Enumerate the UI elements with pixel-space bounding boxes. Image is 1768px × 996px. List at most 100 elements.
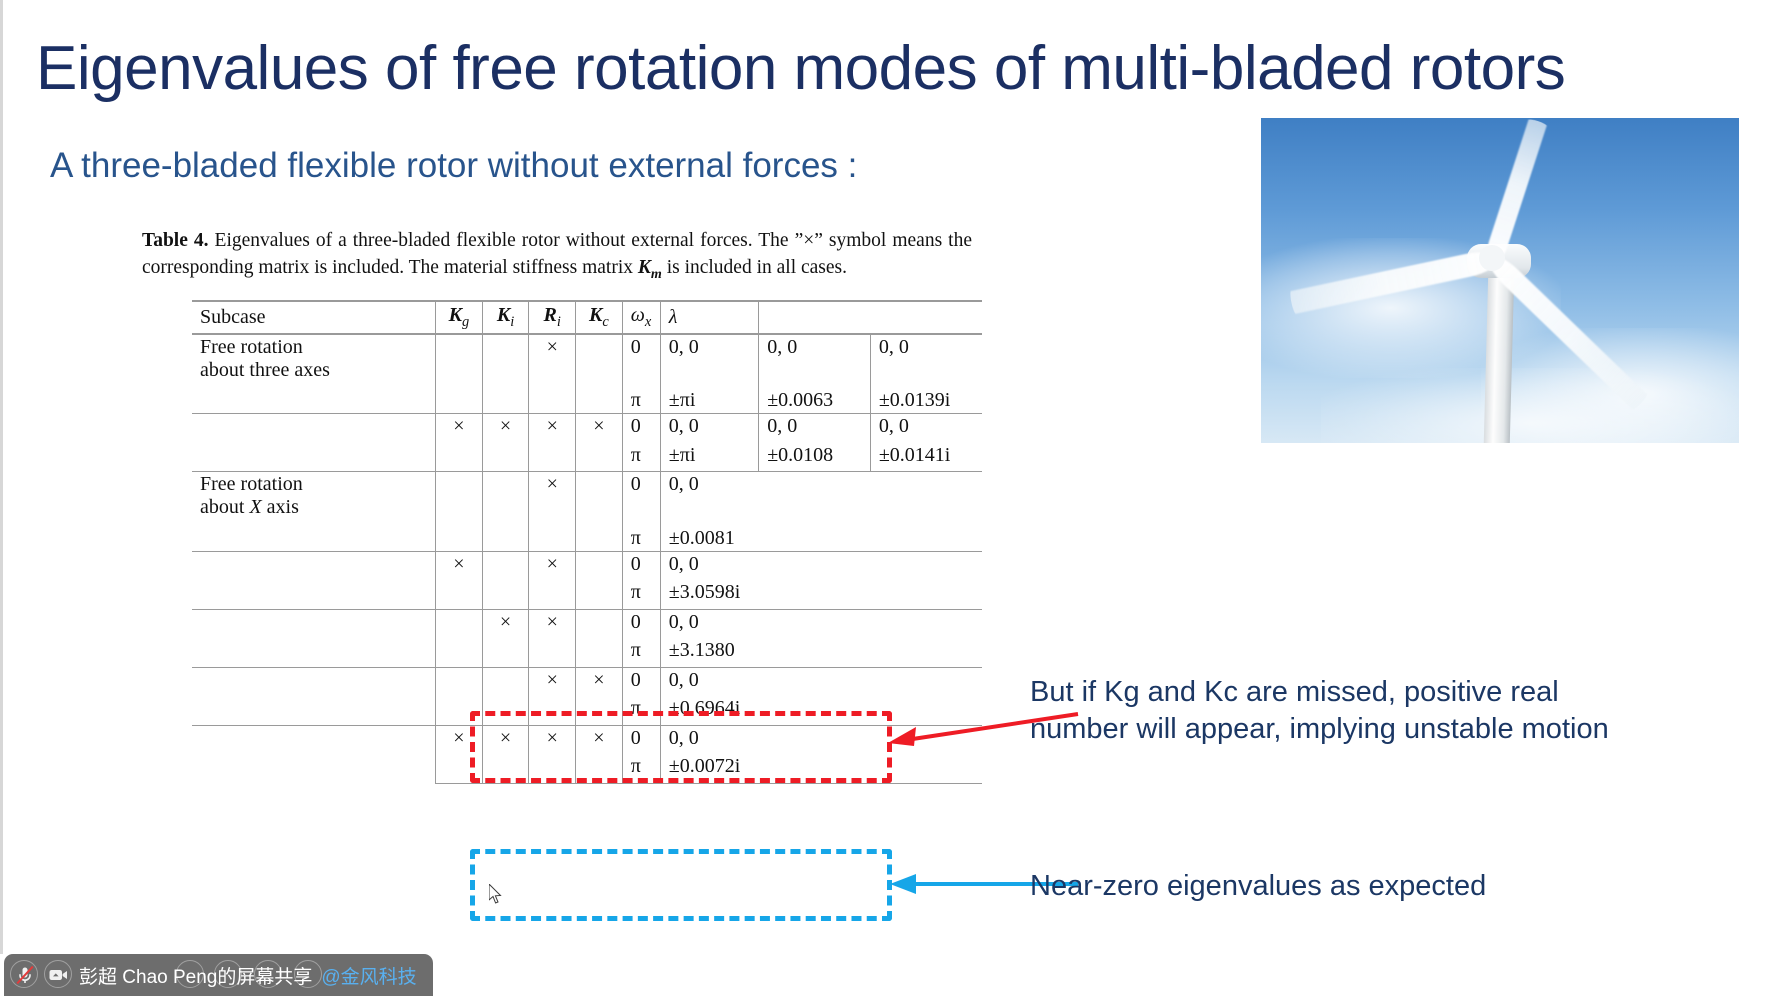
turbine-hub xyxy=(1479,245,1505,271)
subcase-label-empty xyxy=(192,608,437,668)
cell-omega: 0 xyxy=(621,724,661,755)
cell-ki: × xyxy=(481,413,530,443)
cell-omega: π xyxy=(621,696,661,726)
cell-kc: × xyxy=(575,724,623,755)
cell-ri xyxy=(528,696,577,726)
cloud-shape xyxy=(1321,368,1739,443)
table-figure: Table 4. Eigenvalues of a three-bladed f… xyxy=(142,228,982,784)
cell-ki xyxy=(481,442,530,472)
cell-kc: × xyxy=(575,413,623,443)
cell-lambda-2 xyxy=(758,471,871,501)
column-header-kc: Kc xyxy=(575,300,623,336)
cell-omega: 0 xyxy=(621,471,661,501)
cell-ri xyxy=(528,442,577,472)
cell-lambda-2 xyxy=(759,638,871,667)
cell-ki xyxy=(481,550,530,581)
table-row-highlighted-red: π ±3.1380 xyxy=(192,638,982,668)
table-caption-matrix-subscript: m xyxy=(650,265,662,282)
table-caption-matrix-symbol: K xyxy=(637,256,651,278)
cell-ri: × xyxy=(528,724,577,755)
cell-kc xyxy=(575,580,623,610)
screen-share-indicator[interactable]: 彭超 Chao Peng的屏幕共享 @金风科技 xyxy=(4,954,433,996)
column-header-kg: Kg xyxy=(435,300,483,336)
red-annotation-text: But if Kg and Kc are missed, positive re… xyxy=(1030,674,1750,748)
cell-ri xyxy=(528,500,577,552)
table-row: π ±0.6964i xyxy=(192,696,982,726)
cell-lambda-3 xyxy=(870,608,982,639)
red-annotation-line-1: But if Kg and Kc are missed, positive re… xyxy=(1030,676,1559,708)
cell-lambda-2: ±0.0108 xyxy=(758,442,871,472)
cell-lambda-2 xyxy=(758,724,871,755)
subcase-label-empty xyxy=(192,666,437,726)
column-header-subcase: Subcase xyxy=(192,300,437,336)
cell-kc xyxy=(575,334,623,364)
wind-turbine-photo xyxy=(1261,118,1739,443)
column-header-ki: Ki xyxy=(481,300,530,336)
table-row: × × 0 0, 0 xyxy=(192,550,982,610)
ghost-circle xyxy=(294,960,322,988)
share-company-tag: @金风科技 xyxy=(321,966,417,988)
cell-kg xyxy=(435,500,483,552)
cell-ki xyxy=(481,580,530,610)
cell-kg xyxy=(435,638,483,668)
cell-ki xyxy=(481,754,530,784)
cell-lambda-1: ±πi xyxy=(659,442,760,472)
cell-lambda-3 xyxy=(870,754,982,784)
cell-ki xyxy=(481,500,530,552)
cell-lambda-1: 0, 0 xyxy=(659,724,759,755)
cell-lambda-3: 0, 0 xyxy=(869,413,982,443)
cell-kc xyxy=(575,608,623,639)
cell-kg xyxy=(435,580,483,610)
ghost-circle xyxy=(214,960,242,988)
eigenvalues-table: Subcase Kg Ki Ri Kc ωx λ Free rotation ab… xyxy=(192,300,982,784)
cell-kg xyxy=(435,696,483,726)
table-row: Free rotation about three axes × 0 0, 0 0… xyxy=(192,334,982,414)
cell-lambda-2 xyxy=(758,550,871,581)
cell-lambda-2: 0, 0 xyxy=(758,334,871,364)
subcase-label-empty xyxy=(192,413,437,472)
cell-kc xyxy=(575,638,623,668)
cell-lambda-2 xyxy=(759,696,871,725)
cell-ri xyxy=(528,638,577,668)
cell-ri: × xyxy=(528,666,577,697)
slide-left-border xyxy=(0,0,3,996)
table-caption: Table 4. Eigenvalues of a three-bladed f… xyxy=(142,228,972,284)
table-header-row: Subcase Kg Ki Ri Kc ωx λ xyxy=(192,300,982,336)
subcase-label: Free rotation about X axis xyxy=(192,471,437,552)
cell-kc xyxy=(575,754,623,784)
cell-ki xyxy=(481,696,530,726)
cell-omega: π xyxy=(621,363,661,414)
cyan-highlight-box xyxy=(470,849,892,921)
cell-lambda-3 xyxy=(870,724,982,755)
table-caption-label: Table 4. xyxy=(142,230,209,251)
cell-lambda-2: 0, 0 xyxy=(758,413,871,443)
cell-kg: × xyxy=(435,413,483,443)
cell-lambda-1: ±πi xyxy=(659,363,760,414)
cell-lambda-3 xyxy=(870,696,982,725)
cell-omega: π xyxy=(621,442,661,472)
cell-ki xyxy=(481,471,530,501)
cell-omega: π xyxy=(621,500,661,552)
cell-lambda-3: ±0.0139i xyxy=(869,363,982,414)
cell-ki xyxy=(481,334,530,364)
cell-ri: × xyxy=(528,334,577,364)
cell-lambda-3 xyxy=(870,580,982,609)
cell-lambda-2 xyxy=(759,501,871,552)
column-header-lambda: λ xyxy=(659,300,760,336)
subcase-label: Free rotation about three axes xyxy=(192,334,437,414)
table-row: × × × × 0 0, 0 0, 0 0, 0 xyxy=(192,413,982,472)
table-row: × × 0 0, 0 xyxy=(192,666,982,726)
cell-lambda-3 xyxy=(870,501,982,552)
cell-lambda-1: ±0.0072i xyxy=(659,754,759,784)
cell-lambda-2 xyxy=(758,608,871,639)
cell-ki xyxy=(481,363,530,414)
table-row: π ±πi ±0.0108 ±0.0141i xyxy=(192,442,982,472)
subcase-label-empty xyxy=(192,550,437,610)
ghost-circle xyxy=(254,960,282,988)
cell-kg xyxy=(435,442,483,472)
cell-kc xyxy=(575,550,623,581)
subcase-label-empty xyxy=(192,724,437,784)
cell-lambda-3: ±0.0141i xyxy=(869,442,982,472)
cell-lambda-3 xyxy=(870,666,982,697)
